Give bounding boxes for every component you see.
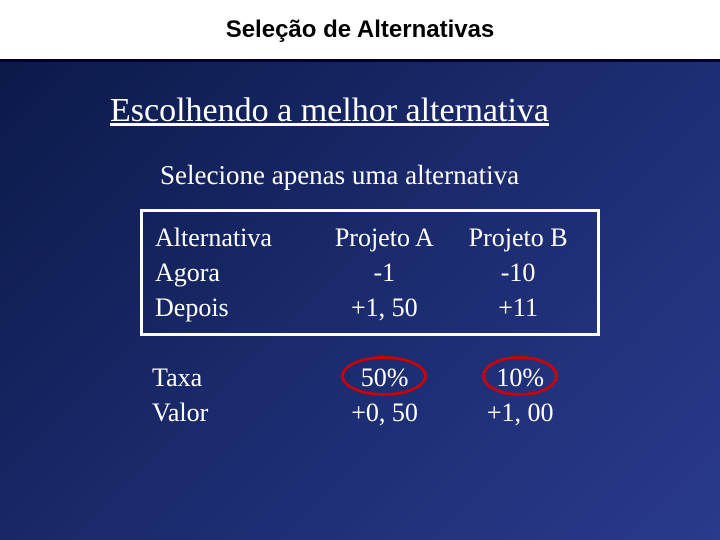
table-1: Alternativa Projeto A Projeto B Agora -1…	[140, 209, 600, 336]
table-2: Taxa 50% 10% Valor +0, 50 +1, 00	[140, 360, 600, 430]
table-row: Alternativa Projeto A Projeto B	[155, 220, 585, 255]
cell: Alternativa	[155, 220, 317, 255]
table-row: Taxa 50% 10%	[152, 360, 588, 395]
table-row: Valor +0, 50 +1, 00	[152, 395, 588, 430]
header-title: Seleção de Alternativas	[226, 16, 495, 44]
cell: 50%	[317, 360, 453, 395]
table-row: Agora -1 -10	[155, 255, 585, 290]
table-row: Depois +1, 50 +11	[155, 290, 585, 325]
cell: +1, 00	[452, 395, 588, 430]
cell-text: 50%	[361, 363, 409, 392]
cell: 10%	[452, 360, 588, 395]
slide-content: Escolhendo a melhor alternativa Selecion…	[0, 62, 720, 430]
cell: Projeto A	[317, 220, 451, 255]
cell: +0, 50	[317, 395, 453, 430]
cell: Taxa	[152, 360, 317, 395]
subtitle: Escolhendo a melhor alternativa	[110, 92, 660, 130]
header-bar: Seleção de Alternativas	[0, 0, 720, 62]
cell: Valor	[152, 395, 317, 430]
cell-text: 10%	[496, 363, 544, 392]
cell: Agora	[155, 255, 317, 290]
cell: +11	[451, 290, 585, 325]
cell: -10	[451, 255, 585, 290]
cell: Projeto B	[451, 220, 585, 255]
cell: -1	[317, 255, 451, 290]
cell: Depois	[155, 290, 317, 325]
table-1-wrap: Alternativa Projeto A Projeto B Agora -1…	[140, 209, 600, 430]
cell: +1, 50	[317, 290, 451, 325]
instruction: Selecione apenas uma alternativa	[160, 160, 660, 191]
